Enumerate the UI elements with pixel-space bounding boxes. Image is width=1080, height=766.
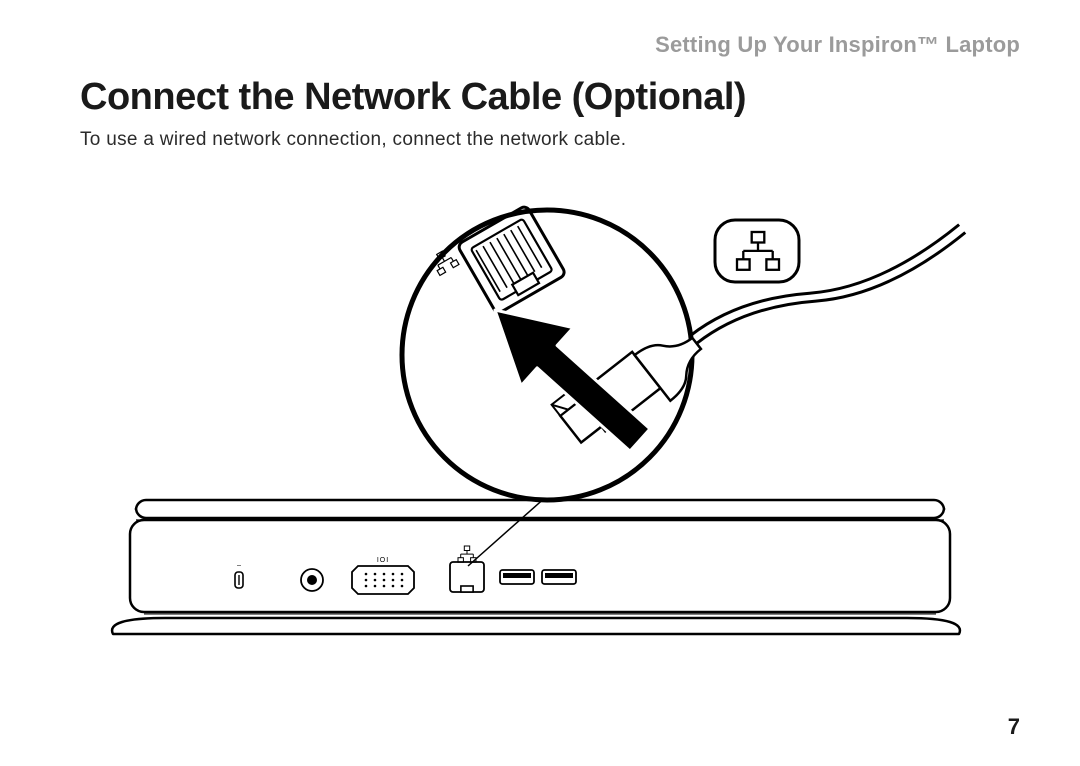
svg-text:⎯: ⎯ [237,561,241,570]
page-number: 7 [1008,714,1020,740]
page-subtitle: To use a wired network connection, conne… [80,129,1020,151]
section-header: Setting Up Your Inspiron™ Laptop [80,32,1020,58]
manual-page: Setting Up Your Inspiron™ Laptop Connect… [0,0,1080,766]
svg-text:IOI: IOI [377,557,389,564]
page-title: Connect the Network Cable (Optional) [80,76,1020,119]
network-cable-diagram: ⎯ IOI [80,180,1000,660]
